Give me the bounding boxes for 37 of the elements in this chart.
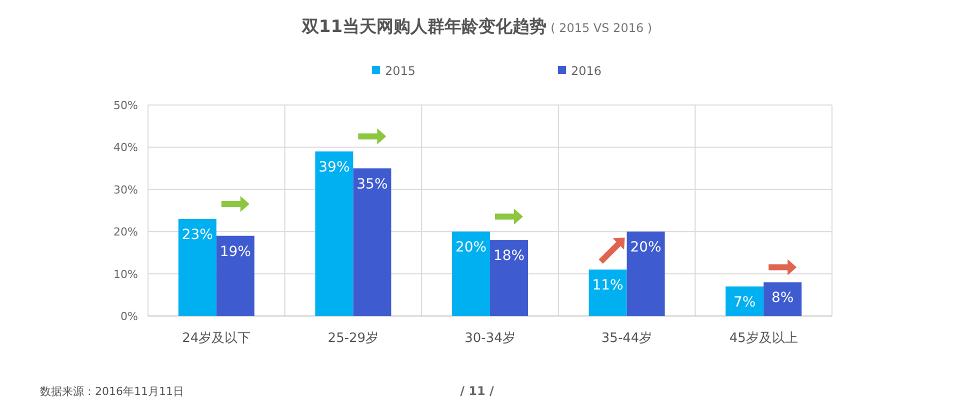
y-tick-label: 0% (120, 310, 138, 323)
bar (452, 232, 490, 316)
data-label: 20% (630, 240, 662, 256)
data-label: 8% (771, 290, 794, 306)
x-tick-label: 45岁及以上 (729, 331, 798, 346)
source-note: 数据来源：2016年11月11日 (40, 385, 184, 398)
chart-subtitle: ( 2015 VS 2016 ) (550, 21, 652, 35)
data-label: 18% (493, 248, 525, 264)
data-label: 20% (455, 240, 487, 256)
data-label: 23% (182, 226, 213, 243)
text: / 11 / (460, 384, 495, 398)
data-label: 11% (592, 278, 624, 294)
bar (216, 236, 254, 316)
bar (588, 270, 627, 316)
legend-label: 2015 (385, 64, 416, 78)
x-tick-label: 24岁及以下 (182, 331, 251, 346)
x-tick-label: 25-29岁 (328, 331, 379, 346)
bar (626, 232, 665, 316)
bar (726, 286, 764, 316)
bar (764, 282, 802, 316)
data-label: 35% (356, 176, 388, 192)
x-tick-label: 35-44岁 (601, 331, 652, 346)
legend-label: 2016 (571, 64, 602, 78)
y-tick-label: 20% (114, 226, 138, 239)
y-tick-label: 40% (114, 141, 138, 154)
data-label: 7% (733, 294, 756, 310)
data-label: 19% (220, 244, 251, 260)
x-tick-label: 30-34岁 (464, 331, 516, 346)
bar (353, 168, 392, 316)
chart-title: 双11当天网购人群年龄变化趋势 (300, 17, 547, 37)
y-tick-label: 30% (114, 183, 138, 196)
bar (490, 240, 528, 316)
bar (178, 218, 216, 316)
bar (315, 151, 354, 316)
y-tick-label: 10% (114, 268, 138, 281)
data-label: 39% (318, 159, 350, 176)
y-tick-label: 50% (114, 99, 138, 112)
